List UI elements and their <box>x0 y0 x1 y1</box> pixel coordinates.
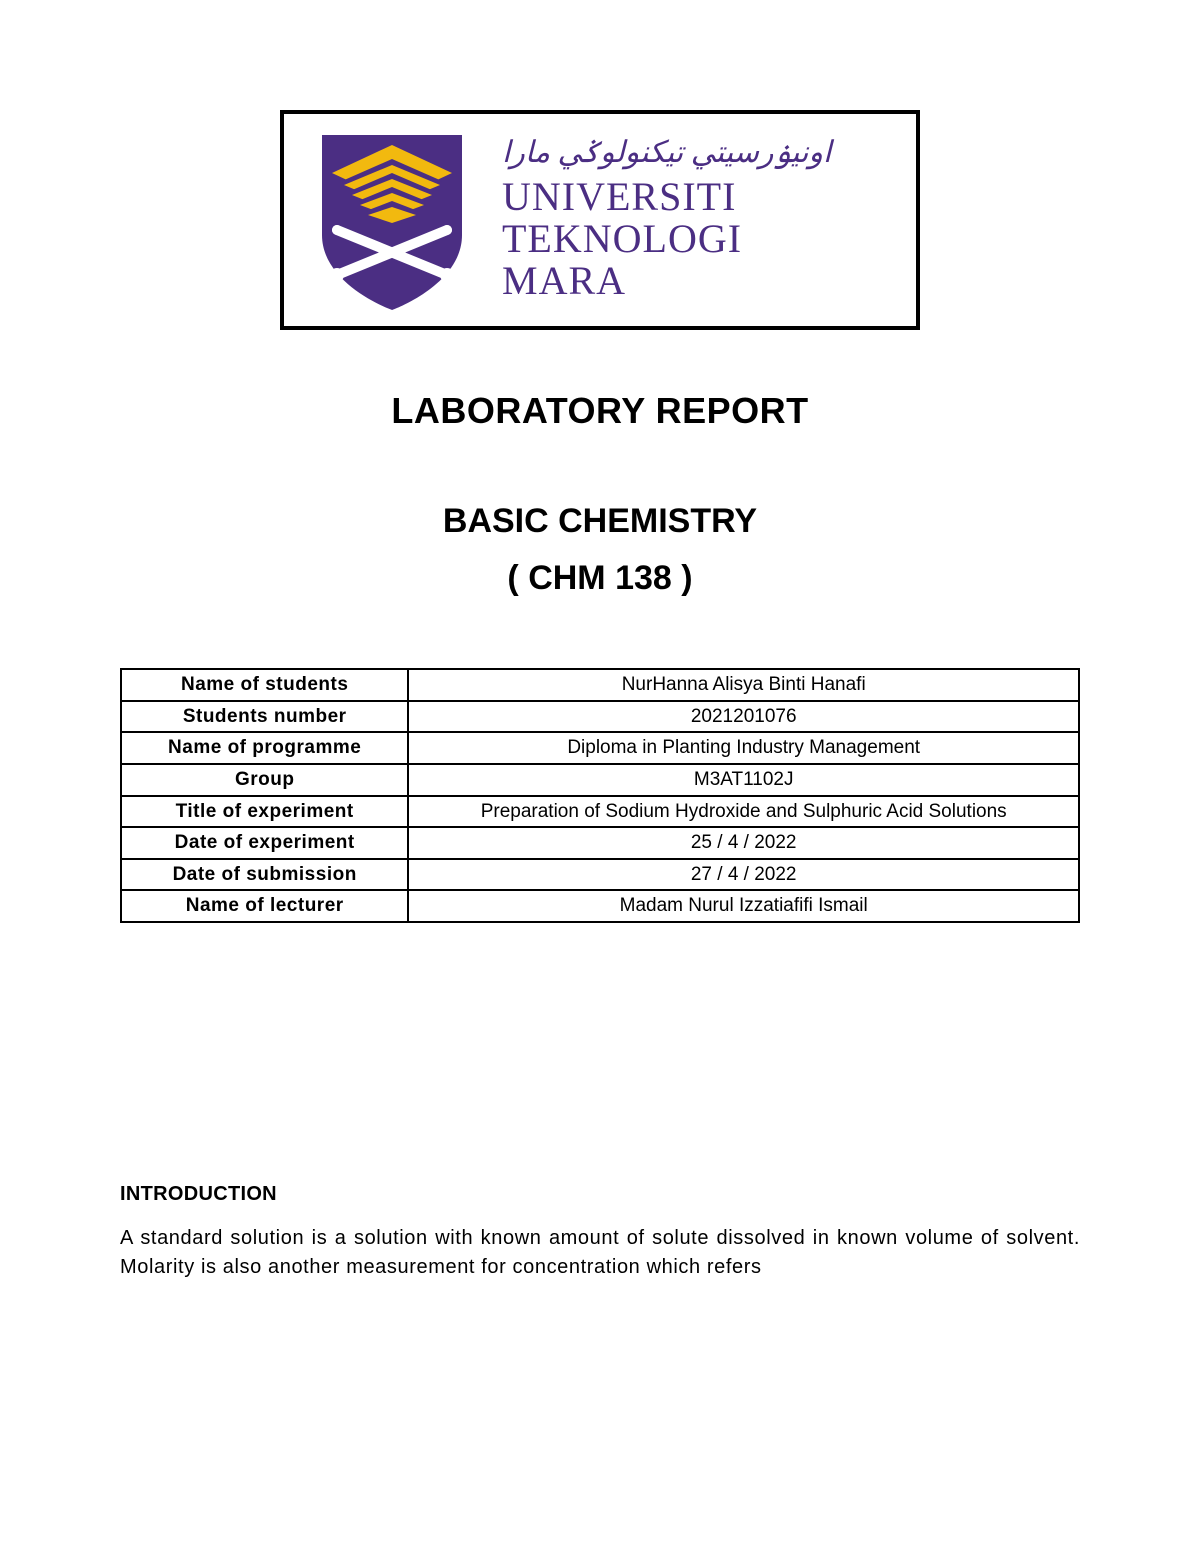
detail-label: Name of programme <box>121 732 408 764</box>
university-name-jawi: اونيۏرسيتي تيكنولوݢي مارا <box>502 138 898 168</box>
introduction-body: A standard solution is a solution with k… <box>120 1224 1080 1282</box>
course-code: ( CHM 138 ) <box>120 559 1080 598</box>
detail-label: Name of lecturer <box>121 890 408 922</box>
details-table: Name of students NurHanna Alisya Binti H… <box>120 668 1080 923</box>
detail-label: Date of submission <box>121 859 408 891</box>
table-row: Date of experiment 25 / 4 / 2022 <box>121 827 1079 859</box>
university-name-line2: TEKNOLOGI <box>502 216 742 261</box>
university-crest-icon <box>302 125 482 315</box>
table-row: Name of programme Diploma in Planting In… <box>121 732 1079 764</box>
detail-value: 2021201076 <box>408 701 1079 733</box>
table-row: Name of students NurHanna Alisya Binti H… <box>121 669 1079 701</box>
detail-label: Students number <box>121 701 408 733</box>
university-name-latin: UNIVERSITI TEKNOLOGI MARA <box>502 176 898 302</box>
detail-value: M3AT1102J <box>408 764 1079 796</box>
detail-value: Preparation of Sodium Hydroxide and Sulp… <box>408 796 1079 828</box>
detail-value: 27 / 4 / 2022 <box>408 859 1079 891</box>
introduction-heading: INTRODUCTION <box>120 1183 1080 1206</box>
table-row: Name of lecturer Madam Nurul Izzatiafifi… <box>121 890 1079 922</box>
detail-label: Date of experiment <box>121 827 408 859</box>
report-title: LABORATORY REPORT <box>120 390 1080 432</box>
university-name-line3: MARA <box>502 258 626 303</box>
detail-value: Diploma in Planting Industry Management <box>408 732 1079 764</box>
table-row: Group M3AT1102J <box>121 764 1079 796</box>
course-title: BASIC CHEMISTRY <box>120 502 1080 541</box>
document-page: اونيۏرسيتي تيكنولوݢي مارا UNIVERSITI TEK… <box>0 0 1200 1282</box>
university-logo-box: اونيۏرسيتي تيكنولوݢي مارا UNIVERSITI TEK… <box>280 110 920 330</box>
details-table-body: Name of students NurHanna Alisya Binti H… <box>121 669 1079 922</box>
detail-label: Group <box>121 764 408 796</box>
table-row: Students number 2021201076 <box>121 701 1079 733</box>
introduction-section: INTRODUCTION A standard solution is a so… <box>120 1183 1080 1282</box>
detail-value: NurHanna Alisya Binti Hanafi <box>408 669 1079 701</box>
table-row: Date of submission 27 / 4 / 2022 <box>121 859 1079 891</box>
university-name-block: اونيۏرسيتي تيكنولوݢي مارا UNIVERSITI TEK… <box>502 138 898 302</box>
university-name-line1: UNIVERSITI <box>502 174 736 219</box>
detail-value: Madam Nurul Izzatiafifi Ismail <box>408 890 1079 922</box>
detail-label: Name of students <box>121 669 408 701</box>
table-row: Title of experiment Preparation of Sodiu… <box>121 796 1079 828</box>
detail-label: Title of experiment <box>121 796 408 828</box>
detail-value: 25 / 4 / 2022 <box>408 827 1079 859</box>
